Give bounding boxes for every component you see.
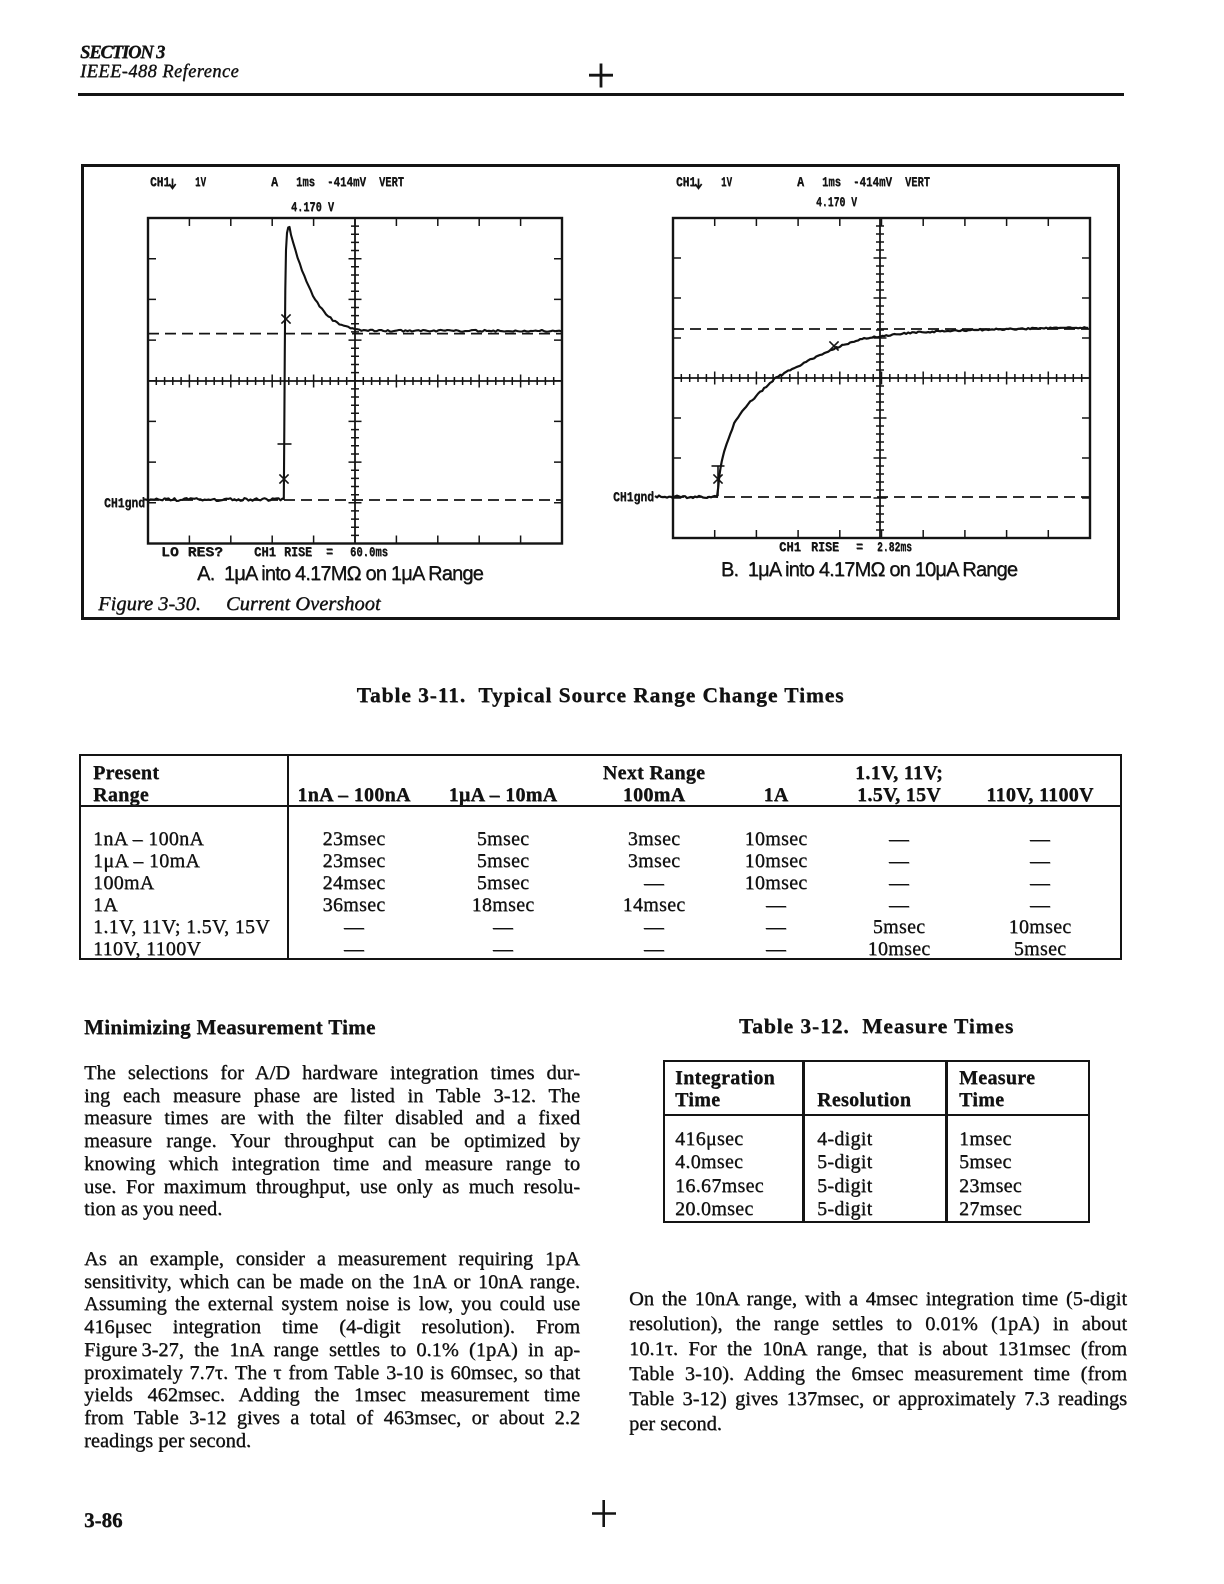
- svg-text:1V: 1V: [721, 175, 732, 191]
- svg-text:1V: 1V: [195, 175, 206, 191]
- svg-text:CH1: CH1: [676, 175, 696, 191]
- svg-text:60.0ms: 60.0ms: [350, 545, 388, 561]
- svg-text:A: A: [797, 175, 804, 191]
- svg-text:CH1gnd: CH1gnd: [104, 496, 145, 512]
- svg-text:A: A: [271, 175, 278, 191]
- svg-text:CH1: CH1: [779, 540, 801, 556]
- svg-text:CH1: CH1: [150, 175, 170, 191]
- svg-text:-414mV: -414mV: [327, 175, 366, 191]
- svg-text:1ms: 1ms: [296, 175, 315, 191]
- svg-text:-414mV: -414mV: [853, 175, 892, 191]
- svg-text:=: =: [856, 540, 863, 556]
- svg-text:RISE: RISE: [284, 545, 312, 561]
- svg-text:CH1gnd: CH1gnd: [613, 490, 654, 506]
- svg-text:=: =: [326, 545, 333, 561]
- svg-text:RISE: RISE: [811, 540, 839, 556]
- svg-text:4.170 V: 4.170 V: [291, 200, 334, 216]
- svg-text:VERT: VERT: [905, 175, 930, 191]
- svg-text:CH1: CH1: [254, 545, 276, 561]
- svg-text:LO RES?: LO RES?: [161, 545, 223, 561]
- svg-text:2.82ms: 2.82ms: [877, 540, 912, 556]
- svg-text:1ms: 1ms: [822, 175, 841, 191]
- svg-text:4.170 V: 4.170 V: [816, 195, 857, 211]
- svg-text:VERT: VERT: [379, 175, 404, 191]
